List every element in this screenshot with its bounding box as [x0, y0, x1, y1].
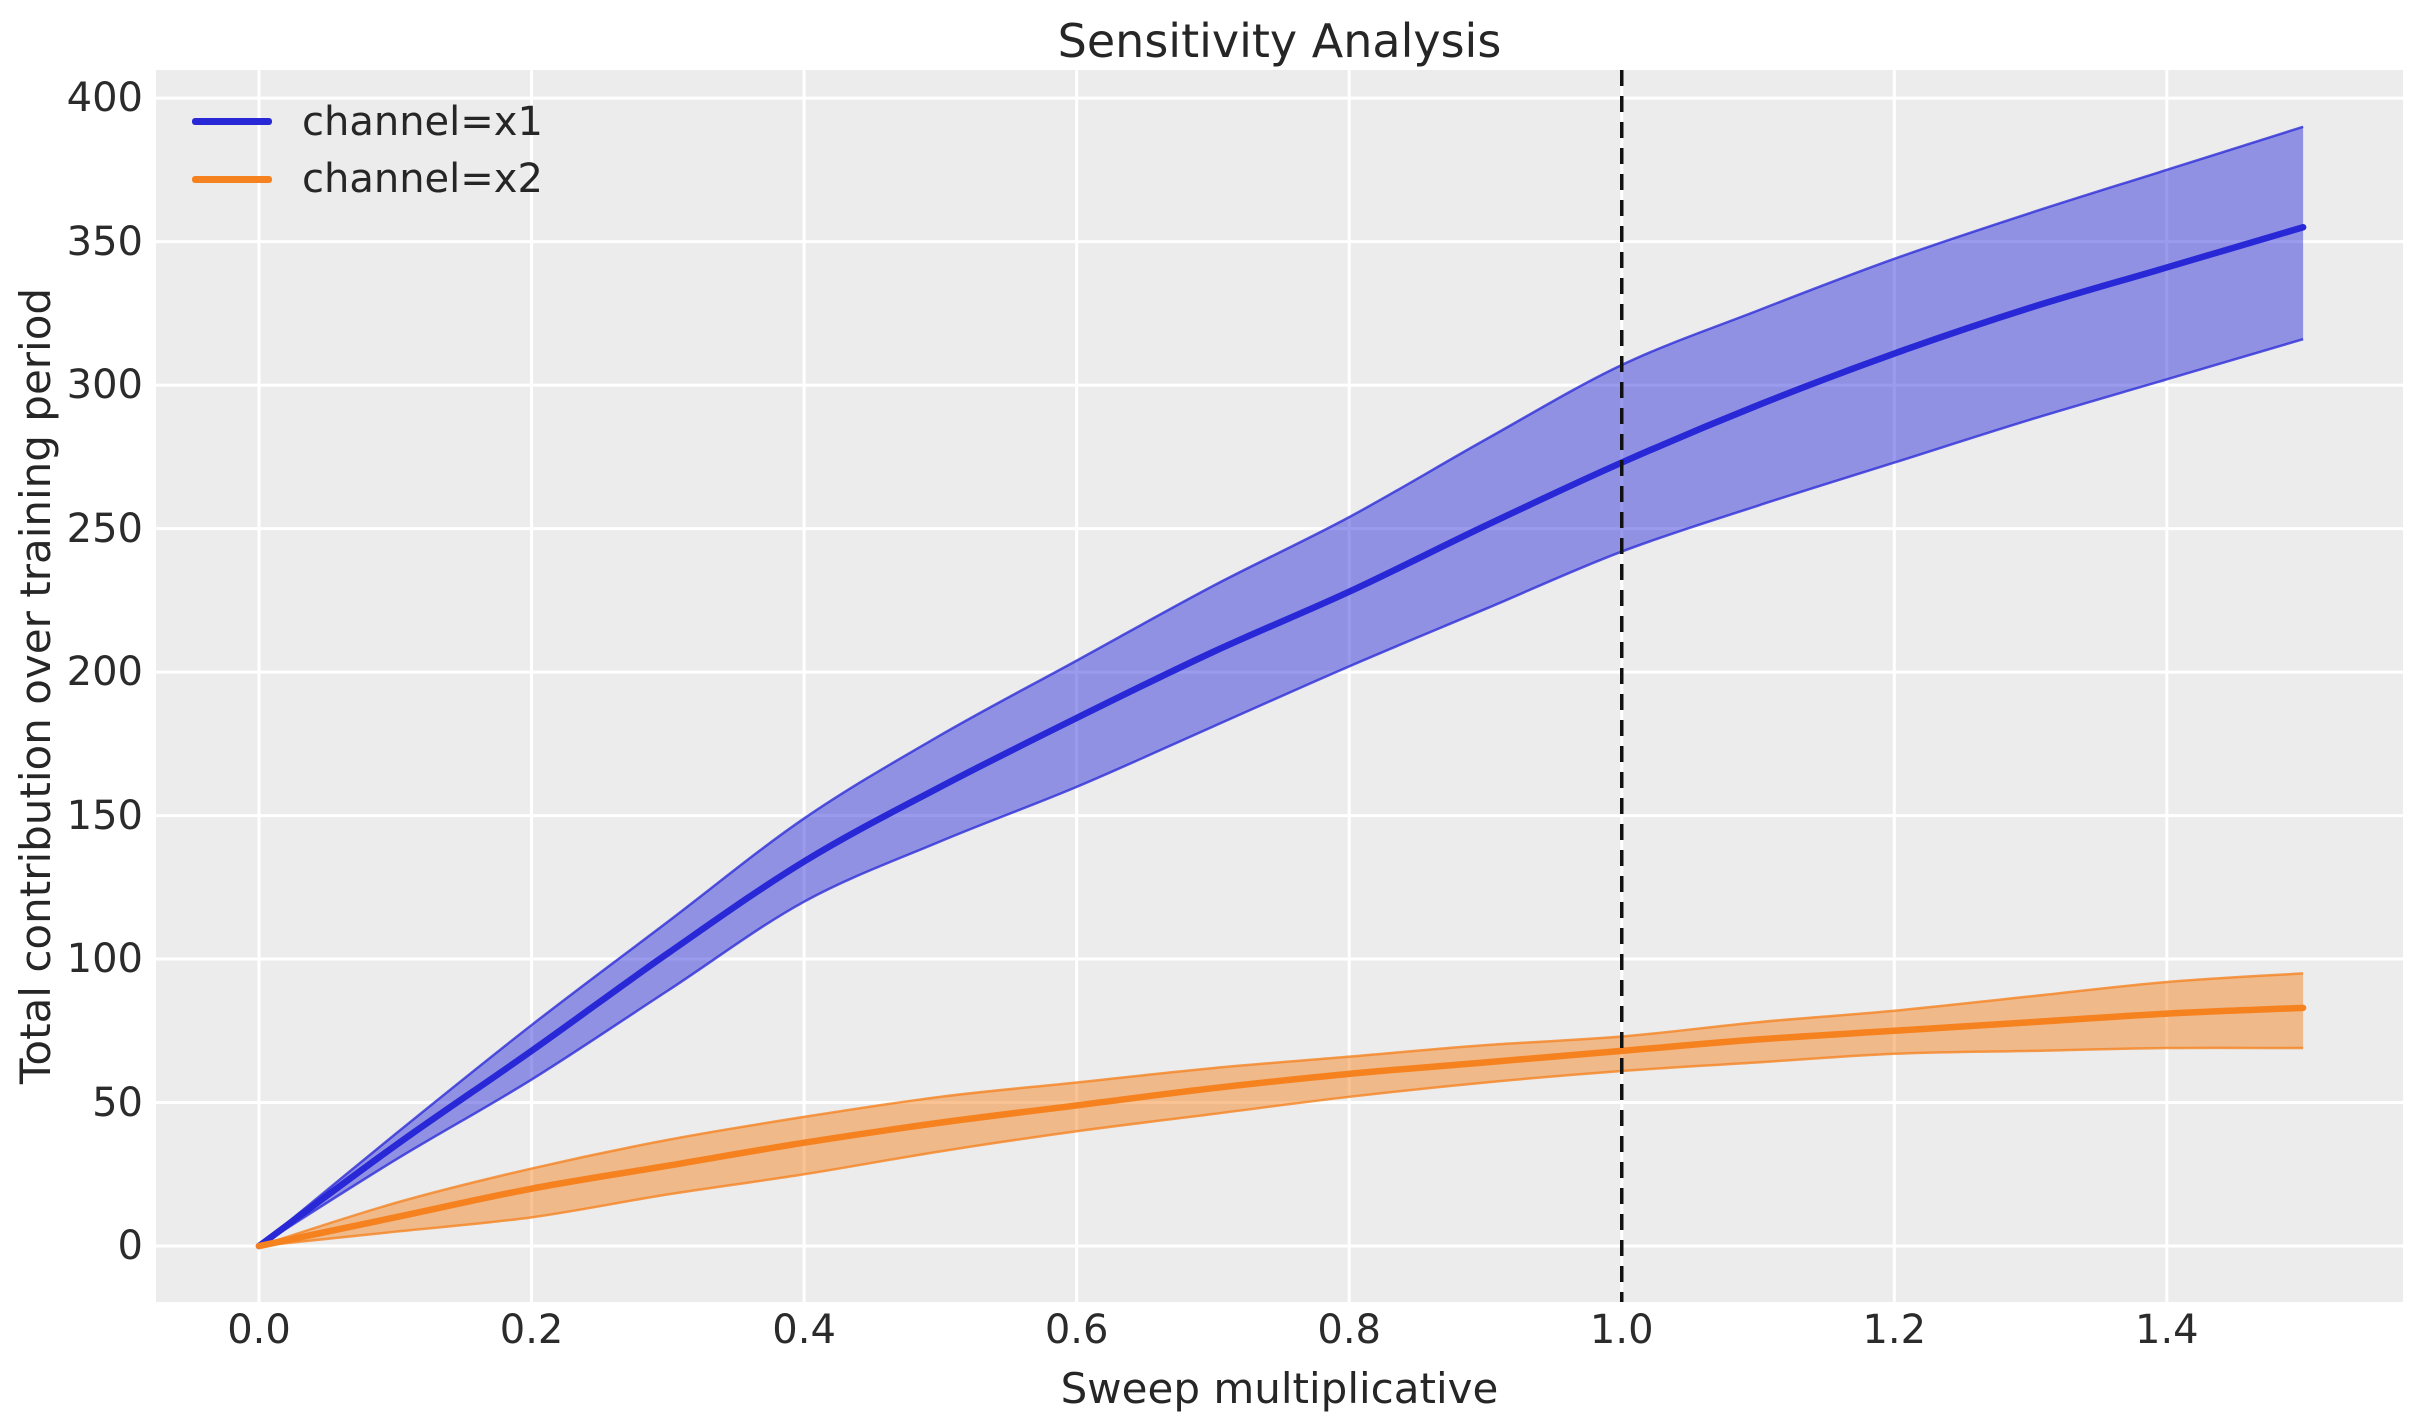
series-line-channel=x1: [255, 224, 2307, 1250]
y-tick-label: 200: [66, 649, 143, 696]
y-tick-label: 350: [66, 218, 143, 265]
x-tick-label: 0.0: [227, 1307, 291, 1353]
legend-swatch-x2: [192, 176, 272, 183]
y-tick-label: 50: [92, 1079, 143, 1126]
y-tick-label: 300: [66, 362, 143, 409]
confidence-band-channel=x2: [259, 973, 2304, 1247]
x-tick-label: 0.8: [1317, 1307, 1382, 1353]
legend-label-x2: channel=x2: [302, 156, 543, 202]
confidence-band-channel=x1: [259, 126, 2304, 1247]
x-tick-label: 1.0: [1589, 1307, 1654, 1353]
legend-label-x1: channel=x1: [302, 99, 543, 145]
y-tick-label: 400: [66, 75, 143, 122]
y-tick-label: 150: [66, 792, 143, 839]
x-tick-label: 1.4: [2135, 1307, 2199, 1353]
x-tick-label: 1.2: [1862, 1307, 1927, 1353]
x-tick-label: 0.4: [772, 1307, 836, 1353]
x-tick-label: 0.6: [1044, 1307, 1109, 1353]
x-axis-label: Sweep multiplicative: [1060, 1364, 1499, 1413]
y-tick-label: 100: [66, 936, 143, 983]
band-upper-edge-channel=x1: [258, 125, 2304, 1248]
chart-title: Sensitivity Analysis: [1057, 14, 1502, 68]
series-line-channel=x2: [255, 1004, 2307, 1250]
band-lower-edge-channel=x2: [258, 1046, 2304, 1248]
band-lower-edge-channel=x1: [258, 337, 2304, 1248]
legend-swatch-x1: [192, 118, 272, 125]
y-tick-label: 250: [66, 505, 143, 552]
band-upper-edge-channel=x2: [258, 972, 2304, 1248]
y-tick-label: 0: [117, 1223, 143, 1270]
x-tick-label: 0.2: [499, 1307, 564, 1353]
